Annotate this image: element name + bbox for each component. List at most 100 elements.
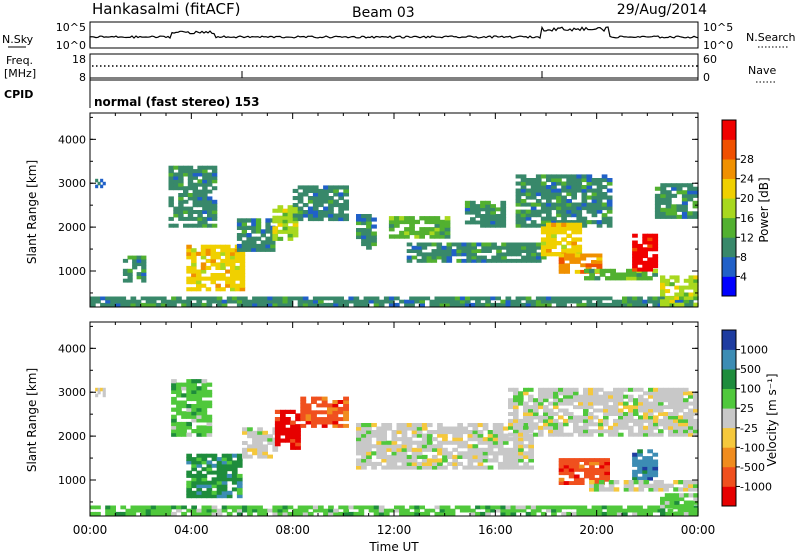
data-cell [196, 432, 203, 437]
data-cell [492, 437, 499, 442]
data-cell [688, 408, 694, 413]
data-cell [673, 480, 679, 485]
data-cell [628, 387, 634, 392]
data-cell [472, 444, 479, 449]
data-cell [274, 438, 281, 443]
data-cell [136, 272, 142, 276]
data-cell [201, 414, 208, 419]
data-cell [201, 407, 208, 412]
data-cell [643, 432, 649, 437]
data-cell [210, 255, 216, 260]
data-cell [658, 480, 664, 485]
data-cell [287, 229, 294, 234]
data-cell [678, 408, 684, 413]
data-cell [457, 423, 463, 428]
data-cell [257, 447, 263, 452]
data-cell [492, 440, 499, 445]
data-cell [530, 302, 537, 307]
data-cell [257, 508, 263, 513]
data-cell [396, 437, 403, 442]
data-cell [515, 299, 522, 304]
data-cell [693, 292, 699, 297]
data-cell [105, 508, 111, 513]
data-cell [535, 508, 542, 513]
data-cell [353, 302, 360, 307]
data-cell [477, 461, 484, 466]
data-cell [553, 432, 559, 437]
data-cell [528, 444, 534, 449]
data-cell [492, 426, 499, 431]
data-cell [307, 210, 314, 215]
data-cell [622, 296, 628, 301]
data-cell [638, 432, 644, 437]
data-cell [603, 422, 609, 427]
data-cell [535, 505, 542, 510]
data-cell [140, 508, 147, 513]
data-cell [207, 213, 213, 218]
data-cell [578, 429, 584, 434]
data-cell [518, 447, 524, 452]
data-cell [528, 394, 534, 399]
data-cell [287, 226, 294, 231]
data-cell [401, 437, 408, 442]
data-cell [287, 219, 294, 224]
data-cell [563, 418, 569, 423]
data-cell [302, 508, 309, 513]
data-cell [566, 206, 572, 211]
data-cell [642, 466, 648, 471]
data-cell [366, 224, 372, 229]
data-cell [426, 255, 433, 260]
data-cell [551, 174, 557, 179]
data-cell [280, 413, 286, 418]
colorbar-swatch [722, 427, 736, 448]
data-cell [606, 223, 613, 228]
data-cell [236, 505, 243, 510]
data-cell [472, 454, 479, 459]
data-cell [523, 387, 529, 392]
data-cell [589, 464, 595, 469]
data-cell [292, 205, 299, 210]
data-cell [186, 396, 192, 402]
data-cell [371, 224, 377, 229]
data-cell [502, 458, 509, 463]
data-cell [424, 219, 431, 225]
data-cell [584, 471, 590, 476]
data-cell [211, 494, 218, 499]
data-cell [202, 165, 208, 170]
data-cell [642, 299, 648, 304]
data-cell [601, 202, 608, 207]
data-cell [664, 493, 671, 498]
data-cell [528, 451, 534, 456]
data-cell [239, 276, 246, 281]
data-cell [569, 256, 576, 261]
data-cell [673, 401, 679, 406]
data-cell [610, 276, 616, 281]
data-cell [234, 276, 241, 281]
data-cell [653, 398, 659, 403]
data-cell [622, 299, 628, 304]
data-cell [404, 511, 410, 516]
data-cell [510, 508, 517, 513]
colorbar-frame [721, 329, 737, 507]
data-cell [683, 398, 689, 403]
data-cell [145, 505, 152, 510]
freq-label-line1: Freq. [6, 54, 33, 67]
data-cell [247, 302, 253, 307]
data-cell [553, 422, 559, 427]
data-cell [353, 505, 360, 510]
data-cell [337, 417, 344, 422]
data-cell [255, 243, 262, 249]
data-cell [110, 299, 116, 304]
data-cell [683, 504, 690, 509]
data-cell [513, 465, 519, 470]
data-cell [472, 451, 479, 456]
data-cell [480, 204, 486, 208]
data-cell [497, 440, 504, 445]
data-cell [196, 473, 203, 478]
data-cell [282, 299, 289, 304]
data-cell [262, 508, 268, 513]
data-cell [371, 231, 377, 236]
data-cell [476, 242, 482, 247]
data-cell [361, 423, 367, 428]
data-cell [663, 483, 669, 488]
